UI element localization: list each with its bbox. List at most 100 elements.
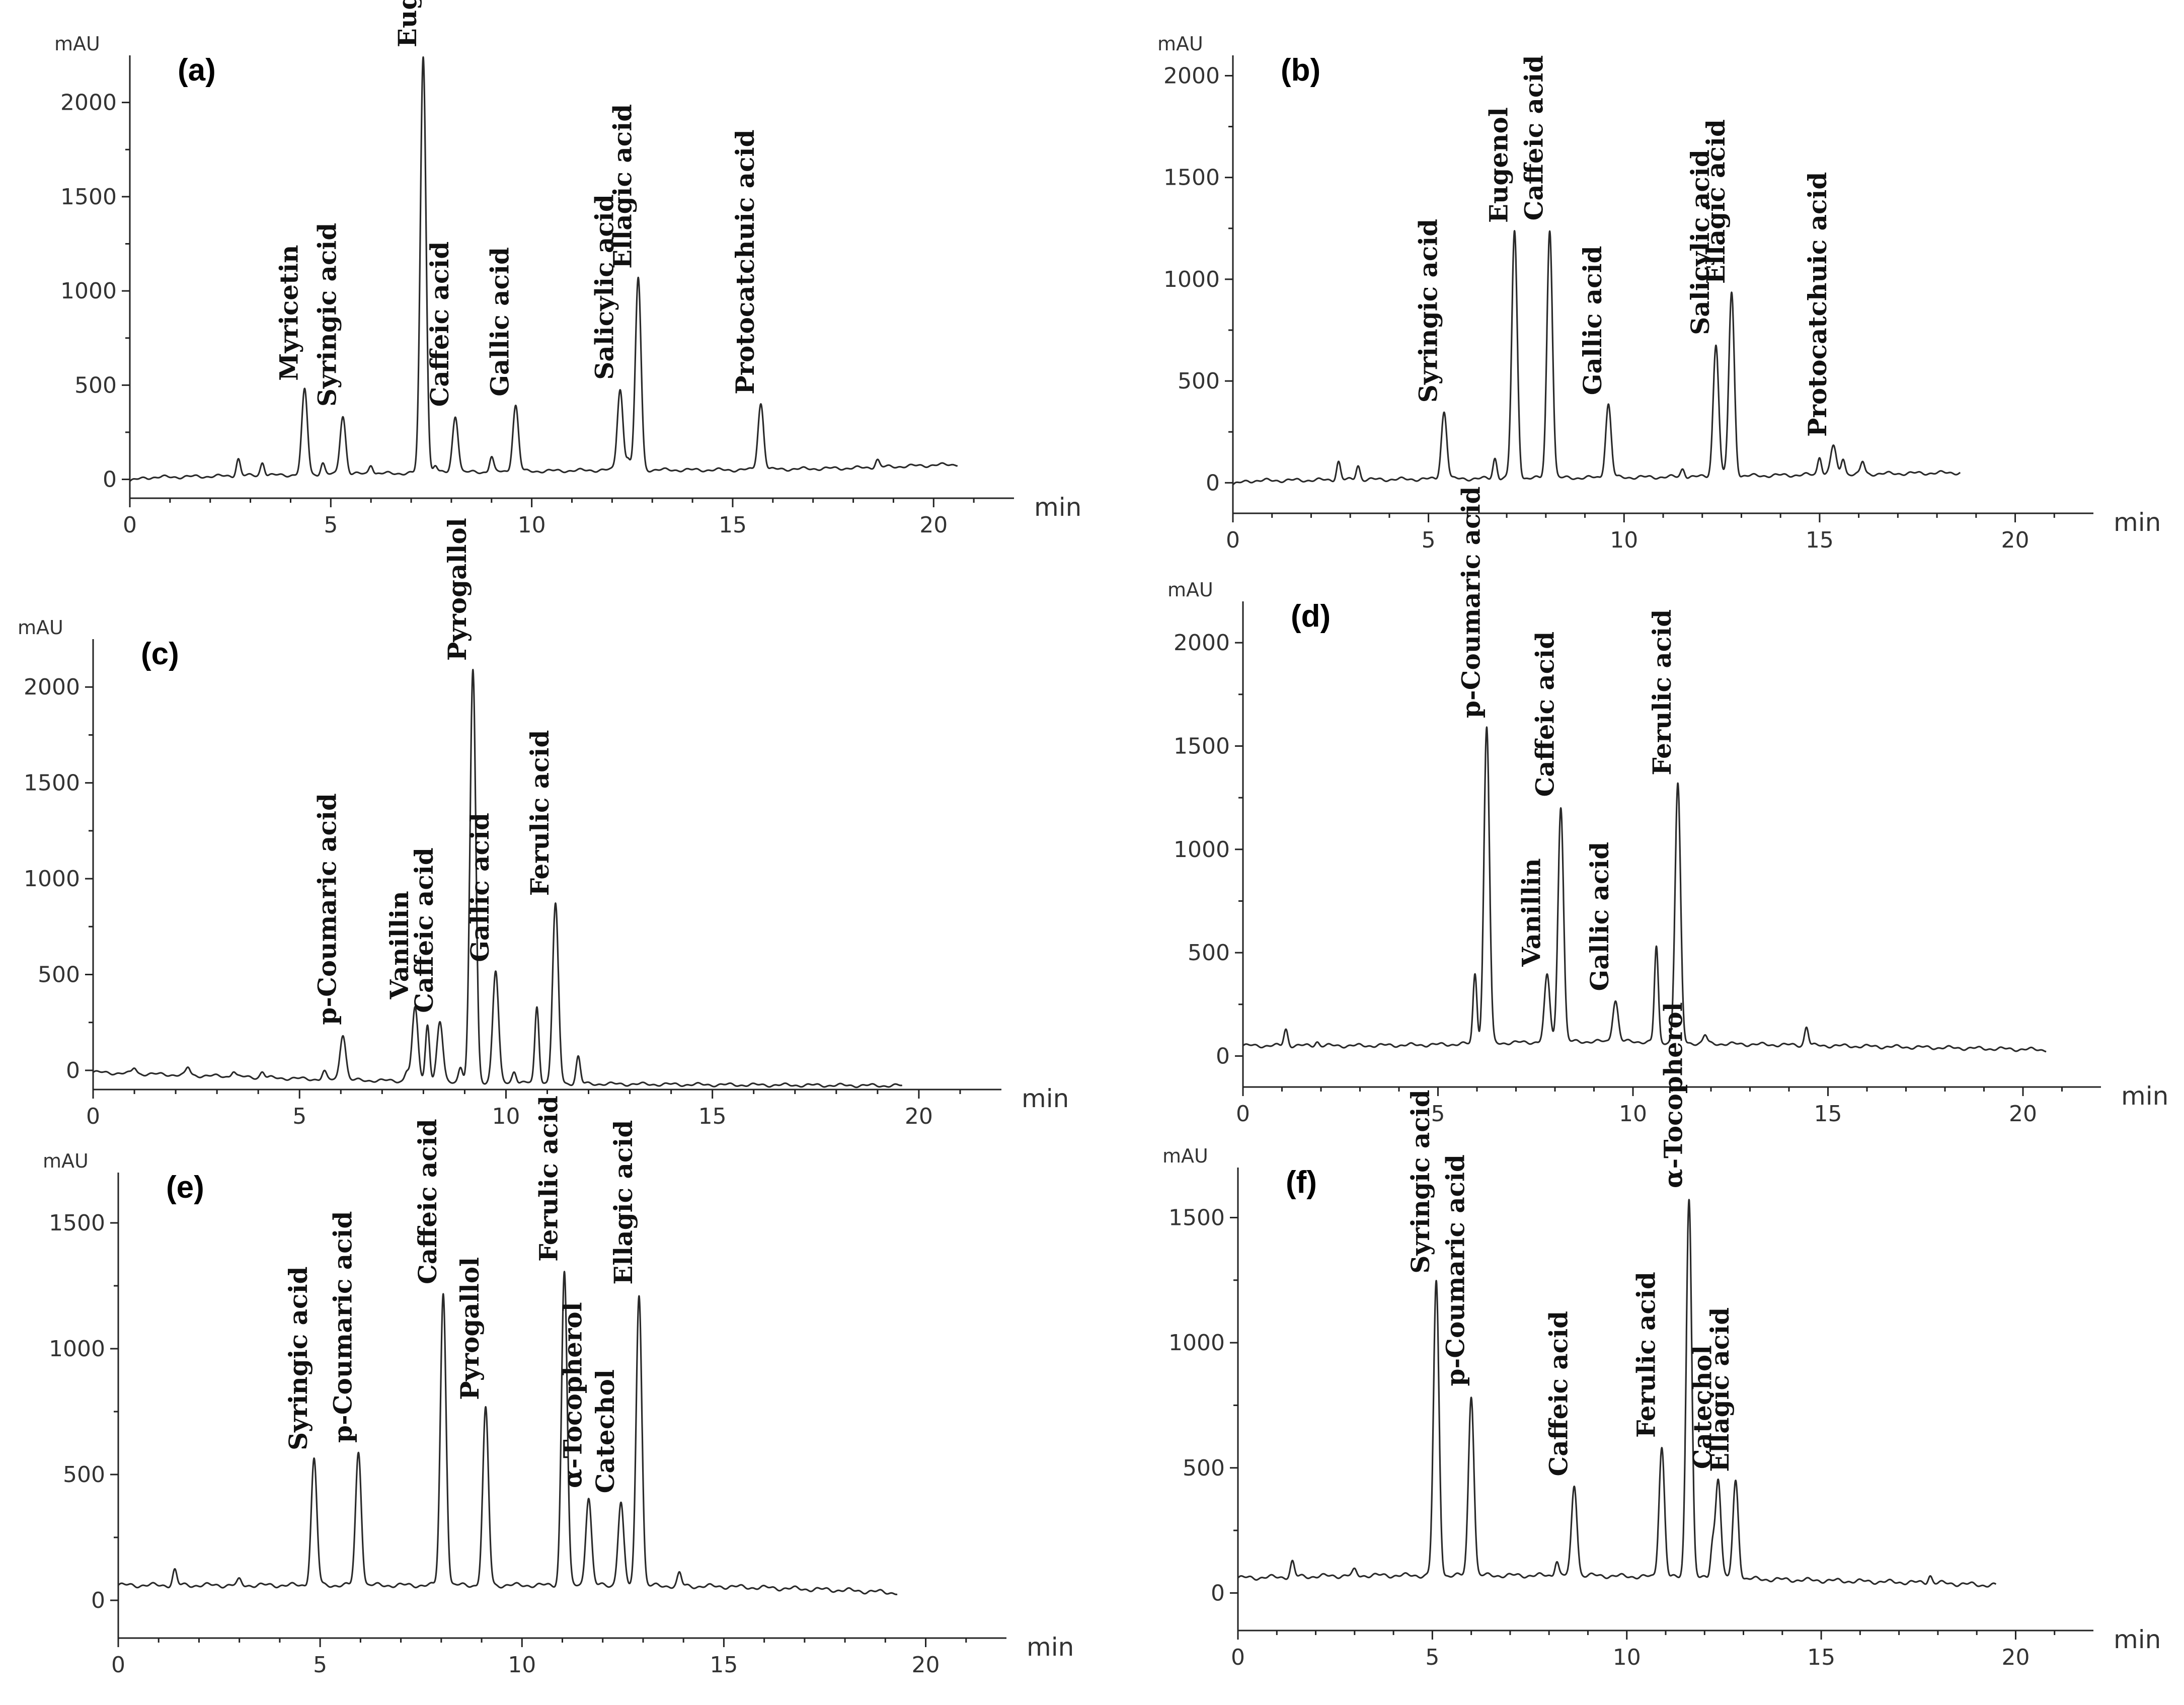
- peak-label: Vanillin: [1517, 858, 1546, 967]
- chart-panel-d: 0 500 1000 1500 2000 0 5 10 15 20 mAU min (d) p-Couma…: [1167, 487, 2168, 1127]
- y-tick-label: 500: [63, 1462, 105, 1488]
- y-tick-label: 0: [91, 1588, 105, 1613]
- peak-label: Ferulic acid: [1631, 1272, 1661, 1438]
- x-tick-label: 10: [1619, 1101, 1647, 1127]
- y-tick-label: 0: [1206, 470, 1220, 496]
- x-axis-label: min: [1022, 1084, 1069, 1113]
- y-tick-label: 1000: [60, 278, 117, 304]
- peak-label: Eugenol: [393, 0, 422, 47]
- peak-label: Myricetin: [274, 245, 303, 380]
- peak-label: Salicylic acid: [589, 194, 619, 380]
- y-tick-label: 2000: [1174, 630, 1230, 656]
- chromatogram-trace: [1242, 726, 2047, 1053]
- panel-label: (a): [178, 53, 216, 88]
- y-tick-label: 0: [1211, 1580, 1225, 1606]
- peak-marker: [1561, 806, 1562, 807]
- panel-label: (c): [141, 637, 179, 671]
- x-tick-label: 0: [86, 1104, 100, 1129]
- y-axis-label: mAU: [54, 33, 100, 55]
- x-tick-label: 5: [1422, 527, 1436, 553]
- y-tick-label: 500: [74, 372, 117, 398]
- chart-panel-b: 0 500 1000 1500 2000 0 5 10 15 20 mAU min (b) Syringi…: [1157, 33, 2161, 553]
- x-tick-label: 0: [111, 1652, 125, 1678]
- peak-label: Syringic acid: [1406, 1090, 1435, 1273]
- x-axis-label: min: [1034, 493, 1081, 522]
- y-tick-label: 500: [1183, 1455, 1225, 1481]
- peak-label: Ellagic acid: [1701, 119, 1731, 284]
- peak-marker: [1688, 1197, 1689, 1198]
- y-tick-label: 1500: [1168, 1205, 1225, 1230]
- y-tick-label: 2000: [1163, 63, 1220, 89]
- x-tick-label: 15: [1807, 1645, 1835, 1670]
- peak-label: Gallic acid: [1585, 842, 1614, 991]
- peak-label: Caffeic acid: [409, 847, 439, 1013]
- x-tick-label: 20: [2009, 1101, 2037, 1127]
- x-tick-label: 10: [518, 512, 546, 538]
- x-tick-label: 5: [324, 512, 338, 538]
- peak-label: Eugenol: [1484, 107, 1514, 223]
- peak-marker: [588, 1497, 589, 1498]
- peak-label: α-Tocopherol: [558, 1302, 588, 1488]
- panel-label: (b): [1281, 53, 1320, 88]
- chart-panel-c: 0 500 1000 1500 2000 0 5 10 15 20 mAU min (c) p-Couma…: [18, 518, 1069, 1129]
- peak-label: p-Coumaric acid: [328, 1211, 357, 1443]
- peak-label: Ferulic acid: [525, 730, 555, 896]
- x-tick-label: 5: [292, 1104, 306, 1129]
- peak-label: Vanillin: [384, 891, 414, 999]
- y-tick-label: 1500: [60, 184, 117, 210]
- peak-label: Protocatchuic acid: [730, 129, 760, 394]
- x-tick-label: 5: [1425, 1645, 1439, 1670]
- peak-label: Caffeic acid: [425, 242, 454, 407]
- y-tick-label: 500: [1178, 368, 1220, 394]
- panel-label: (e): [166, 1170, 204, 1205]
- chromatogram-trace: [1237, 1199, 1997, 1588]
- x-axis-label: min: [2121, 1081, 2168, 1111]
- x-tick-label: 5: [1431, 1101, 1445, 1127]
- peak-label: Ellagic acid: [608, 1120, 638, 1285]
- x-tick-label: 5: [313, 1652, 327, 1678]
- peak-label: Ellagic acid: [607, 104, 637, 269]
- y-tick-label: 1000: [1168, 1330, 1225, 1356]
- y-tick-label: 1500: [49, 1210, 105, 1236]
- peak-label: Syringic acid: [1414, 219, 1443, 403]
- y-axis-label: mAU: [43, 1150, 89, 1172]
- peak-label: Syringic acid: [312, 223, 342, 407]
- x-tick-label: 0: [1231, 1645, 1245, 1670]
- x-tick-label: 20: [2001, 1645, 2030, 1670]
- chromatogram-trace: [129, 56, 959, 482]
- peak-marker: [455, 415, 456, 416]
- panel-label: (f): [1286, 1165, 1317, 1200]
- x-tick-label: 15: [1806, 527, 1834, 553]
- y-axis-label: mAU: [1162, 1145, 1208, 1167]
- peak-marker: [1471, 1395, 1472, 1396]
- x-tick-label: 15: [719, 512, 747, 538]
- x-tick-label: 15: [710, 1652, 738, 1678]
- peak-label: Caffeic acid: [413, 1119, 442, 1284]
- x-tick-label: 15: [1814, 1101, 1842, 1127]
- y-tick-label: 1000: [1163, 267, 1220, 292]
- y-tick-label: 1000: [24, 866, 80, 892]
- y-tick-label: 1500: [24, 770, 80, 796]
- x-axis-label: min: [2114, 1625, 2161, 1654]
- y-tick-label: 1000: [49, 1336, 105, 1362]
- y-tick-label: 1000: [1174, 837, 1230, 863]
- x-tick-label: 0: [123, 512, 137, 538]
- y-tick-label: 2000: [60, 90, 117, 116]
- chromatogram-trace: [92, 668, 903, 1089]
- panel-label: (d): [1291, 599, 1331, 634]
- x-tick-label: 15: [698, 1104, 727, 1129]
- peak-label: Gallic acid: [1578, 246, 1607, 395]
- peak-label: Ferulic acid: [534, 1096, 564, 1262]
- peak-label: Caffeic acid: [1543, 1311, 1573, 1477]
- x-tick-label: 10: [1613, 1645, 1641, 1670]
- y-tick-label: 2000: [24, 674, 80, 700]
- y-tick-label: 1500: [1174, 733, 1230, 759]
- peak-label: Gallic acid: [485, 247, 515, 397]
- y-tick-label: 1500: [1163, 165, 1220, 191]
- chromatogram-trace: [1232, 230, 1961, 486]
- x-axis-label: min: [1027, 1633, 1074, 1662]
- y-tick-label: 0: [103, 467, 117, 493]
- peak-label: p-Coumaric acid: [1456, 487, 1486, 719]
- y-axis-label: mAU: [1167, 579, 1213, 601]
